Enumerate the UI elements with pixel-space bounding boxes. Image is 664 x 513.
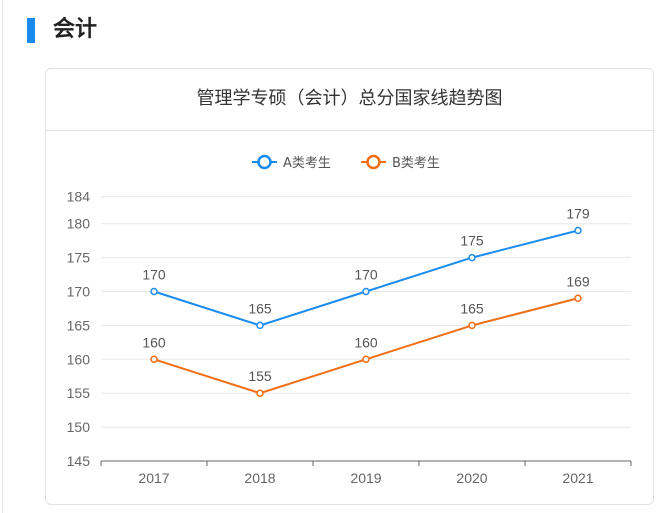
data-point xyxy=(574,226,582,235)
chart-card-title: 管理学专硕（会计）总分国家线趋势图 xyxy=(46,69,653,131)
x-tick-label: 2018 xyxy=(244,470,275,486)
y-tick-label: 180 xyxy=(67,216,91,232)
y-tick-label: 184 xyxy=(67,189,91,205)
x-tick-label: 2017 xyxy=(138,470,169,486)
data-point xyxy=(574,294,582,303)
data-point xyxy=(362,287,370,296)
data-point xyxy=(150,287,158,296)
data-label: 160 xyxy=(142,334,166,350)
data-label: 169 xyxy=(566,273,590,289)
section-title: 会计 xyxy=(53,17,98,42)
data-label: 175 xyxy=(460,233,484,249)
y-tick-label: 155 xyxy=(67,385,91,401)
y-tick-label: 170 xyxy=(67,284,91,300)
x-tick-label: 2019 xyxy=(350,470,381,486)
data-point xyxy=(468,321,476,330)
legend-marker-icon xyxy=(366,154,381,170)
y-tick-label: 160 xyxy=(67,351,91,367)
data-label: 160 xyxy=(354,334,378,350)
legend-label: A类考生 xyxy=(283,156,331,171)
y-tick-label: 165 xyxy=(67,317,91,333)
data-point xyxy=(256,389,264,397)
legend-label: B类考生 xyxy=(392,156,440,171)
section-accent-bar xyxy=(27,18,35,43)
data-point xyxy=(256,321,264,330)
data-point xyxy=(468,253,476,262)
data-point xyxy=(362,355,370,364)
data-label: 155 xyxy=(248,368,272,384)
data-label: 170 xyxy=(354,267,378,283)
chart-card: 管理学专硕（会计）总分国家线趋势图 xyxy=(45,68,654,505)
y-tick-label: 150 xyxy=(67,419,91,435)
data-point xyxy=(150,355,158,364)
data-label: 170 xyxy=(142,267,166,283)
x-tick-label: 2020 xyxy=(456,470,487,486)
legend-marker-icon xyxy=(257,154,272,170)
data-label: 179 xyxy=(566,205,590,221)
page-left-border xyxy=(2,0,3,513)
y-tick-label: 175 xyxy=(67,250,91,266)
y-tick-label: 145 xyxy=(67,453,91,469)
x-tick-label: 2021 xyxy=(562,470,593,486)
data-label: 165 xyxy=(248,300,272,316)
data-label: 165 xyxy=(460,300,484,316)
